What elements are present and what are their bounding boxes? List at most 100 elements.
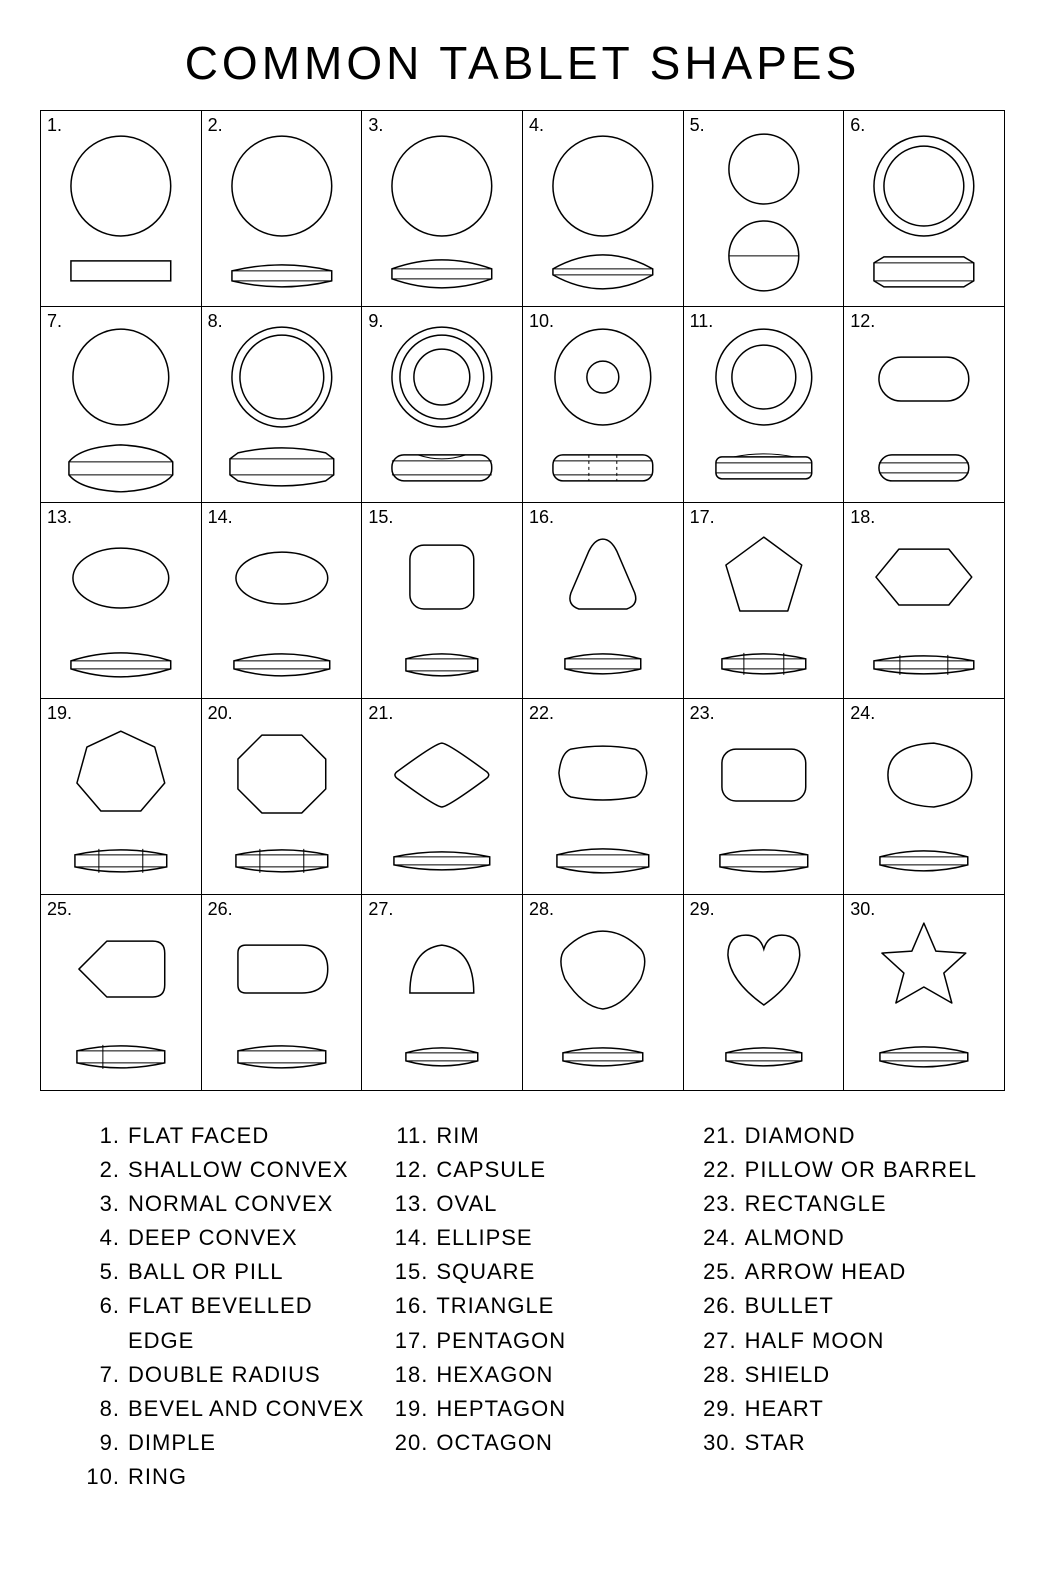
legend-item: 20.OCTAGON: [388, 1426, 676, 1460]
cell-number: 20.: [208, 703, 233, 724]
legend-label: CAPSULE: [436, 1153, 676, 1187]
shape-rim-icon: [684, 307, 844, 502]
shape-hexagon-icon: [844, 503, 1004, 698]
legend-label: SQUARE: [436, 1255, 676, 1289]
legend-label: BULLET: [745, 1289, 985, 1323]
shape-ellipse-icon: [202, 503, 362, 698]
legend-label: ELLIPSE: [436, 1221, 676, 1255]
legend-num: 24.: [697, 1221, 745, 1255]
legend-item: 4.DEEP CONVEX: [80, 1221, 368, 1255]
cell-9: 9.: [362, 307, 523, 503]
legend-item: 18.HEXAGON: [388, 1358, 676, 1392]
cell-number: 26.: [208, 899, 233, 920]
shape-heptagon-icon: [41, 699, 201, 894]
cell-number: 24.: [850, 703, 875, 724]
legend-num: 8.: [80, 1392, 128, 1426]
cell-number: 25.: [47, 899, 72, 920]
cell-number: 13.: [47, 507, 72, 528]
legend-item: 9.DIMPLE: [80, 1426, 368, 1460]
cell-23: 23.: [683, 699, 844, 895]
shape-square-icon: [362, 503, 522, 698]
legend-label: PENTAGON: [436, 1324, 676, 1358]
legend-num: 2.: [80, 1153, 128, 1187]
cell-number: 15.: [368, 507, 393, 528]
cell-19: 19.: [41, 699, 202, 895]
legend-item: 25.ARROW HEAD: [697, 1255, 985, 1289]
cell-number: 2.: [208, 115, 223, 136]
legend-label: ALMOND: [745, 1221, 985, 1255]
legend-label: FLAT FACED: [128, 1119, 368, 1153]
cell-2: 2.: [201, 111, 362, 307]
legend-item: 28.SHIELD: [697, 1358, 985, 1392]
shape-normal-convex-icon: [362, 111, 522, 306]
legend-num: 12.: [388, 1153, 436, 1187]
legend-label: SHIELD: [745, 1358, 985, 1392]
legend-num: 25.: [697, 1255, 745, 1289]
cell-24: 24.: [844, 699, 1005, 895]
shape-heart-icon: [684, 895, 844, 1090]
cell-number: 21.: [368, 703, 393, 724]
cell-10: 10.: [522, 307, 683, 503]
legend-item: 6.FLAT BEVELLED EDGE: [80, 1289, 368, 1357]
shape-pentagon-icon: [684, 503, 844, 698]
cell-number: 27.: [368, 899, 393, 920]
legend-item: 11.RIM: [388, 1119, 676, 1153]
cell-number: 29.: [690, 899, 715, 920]
legend-label: TRIANGLE: [436, 1289, 676, 1323]
cell-number: 19.: [47, 703, 72, 724]
cell-number: 1.: [47, 115, 62, 136]
legend-item: 5.BALL OR PILL: [80, 1255, 368, 1289]
cell-4: 4.: [522, 111, 683, 307]
cell-number: 28.: [529, 899, 554, 920]
legend-item: 26.BULLET: [697, 1289, 985, 1323]
legend-item: 10.RING: [80, 1460, 368, 1494]
legend-label: FLAT BEVELLED EDGE: [128, 1289, 368, 1357]
legend-item: 27.HALF MOON: [697, 1324, 985, 1358]
cell-number: 6.: [850, 115, 865, 136]
legend-item: 16.TRIANGLE: [388, 1289, 676, 1323]
legend-num: 3.: [80, 1187, 128, 1221]
shape-rectangle-icon: [684, 699, 844, 894]
legend-label: HEXAGON: [436, 1358, 676, 1392]
legend-label: HEPTAGON: [436, 1392, 676, 1426]
legend-item: 22.PILLOW OR BARREL: [697, 1153, 985, 1187]
cell-27: 27.: [362, 895, 523, 1091]
cell-6: 6.: [844, 111, 1005, 307]
legend-label: RING: [128, 1460, 368, 1494]
legend-col-3: 21.DIAMOND 22.PILLOW OR BARREL 23.RECTAN…: [697, 1119, 985, 1494]
cell-number: 12.: [850, 311, 875, 332]
cell-number: 23.: [690, 703, 715, 724]
legend-label: DIAMOND: [745, 1119, 985, 1153]
shape-almond-icon: [844, 699, 1004, 894]
legend-num: 4.: [80, 1221, 128, 1255]
legend-item: 12.CAPSULE: [388, 1153, 676, 1187]
legend-num: 7.: [80, 1358, 128, 1392]
legend-label: SHALLOW CONVEX: [128, 1153, 368, 1187]
legend-num: 26.: [697, 1289, 745, 1323]
cell-14: 14.: [201, 503, 362, 699]
cell-29: 29.: [683, 895, 844, 1091]
legend-num: 21.: [697, 1119, 745, 1153]
legend-item: 23.RECTANGLE: [697, 1187, 985, 1221]
legend: 1.FLAT FACED 2.SHALLOW CONVEX 3.NORMAL C…: [0, 1091, 1045, 1534]
legend-num: 19.: [388, 1392, 436, 1426]
shape-arrow-head-icon: [41, 895, 201, 1090]
legend-item: 24.ALMOND: [697, 1221, 985, 1255]
shape-deep-convex-icon: [523, 111, 683, 306]
cell-number: 4.: [529, 115, 544, 136]
cell-3: 3.: [362, 111, 523, 307]
cell-number: 5.: [690, 115, 705, 136]
legend-label: HALF MOON: [745, 1324, 985, 1358]
shape-octagon-icon: [202, 699, 362, 894]
shape-pillow-icon: [523, 699, 683, 894]
shape-dimple-icon: [362, 307, 522, 502]
legend-item: 3.NORMAL CONVEX: [80, 1187, 368, 1221]
shape-capsule-icon: [844, 307, 1004, 502]
cell-number: 7.: [47, 311, 62, 332]
cell-18: 18.: [844, 503, 1005, 699]
cell-number: 3.: [368, 115, 383, 136]
legend-item: 13.OVAL: [388, 1187, 676, 1221]
cell-22: 22.: [522, 699, 683, 895]
shape-flat-faced-icon: [41, 111, 201, 306]
cell-7: 7.: [41, 307, 202, 503]
